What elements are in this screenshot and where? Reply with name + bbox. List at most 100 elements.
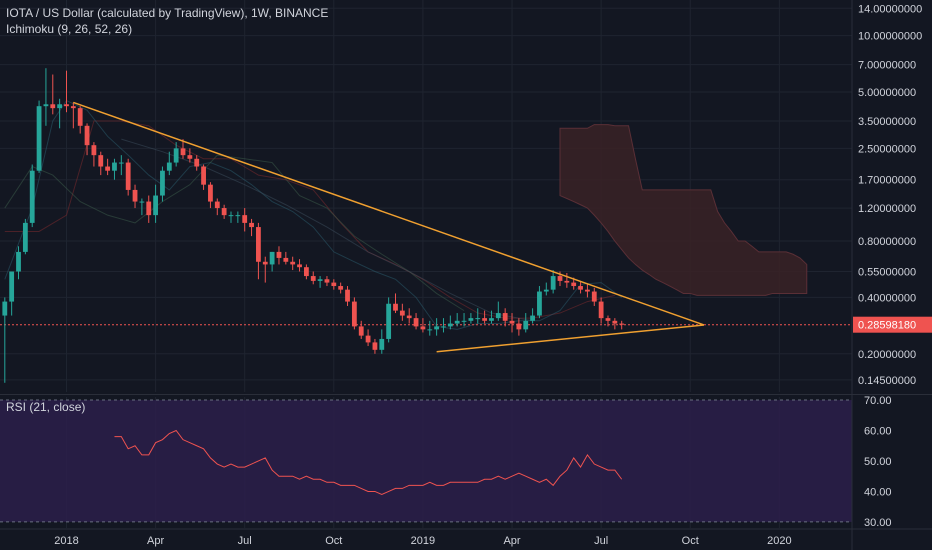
price-tick-label: 1.70000000 xyxy=(858,175,916,187)
candle xyxy=(2,301,8,316)
candle xyxy=(16,251,21,272)
time-tick-label: 2018 xyxy=(54,535,78,547)
candle xyxy=(523,320,529,330)
candle xyxy=(269,251,275,265)
candle xyxy=(166,162,172,171)
candle xyxy=(543,289,549,292)
candle xyxy=(132,189,138,202)
candle xyxy=(201,166,206,185)
candle xyxy=(537,291,542,316)
candle xyxy=(29,170,35,223)
price-tick-label: 0.14500000 xyxy=(858,375,916,387)
price-tick-label: 0.40000000 xyxy=(858,292,916,304)
candle xyxy=(283,257,289,262)
candle xyxy=(249,222,254,228)
time-tick-label: 2020 xyxy=(767,535,791,547)
price-tick-label: 1.20000000 xyxy=(858,203,916,215)
price-tick-label: 0.80000000 xyxy=(858,236,916,248)
time-tick-label: Oct xyxy=(325,535,342,547)
candle xyxy=(297,264,302,268)
candle xyxy=(564,280,570,283)
candle xyxy=(345,289,350,302)
candle xyxy=(386,303,392,339)
chart-title: IOTA / US Dollar (calculated by TradingV… xyxy=(6,6,329,20)
candle xyxy=(112,162,117,171)
rsi-tick-label: 70.00 xyxy=(864,395,892,407)
time-tick-label: Apr xyxy=(147,535,164,547)
candle xyxy=(173,148,179,163)
candle xyxy=(461,320,467,322)
time-tick-label: Jul xyxy=(238,535,252,547)
candle xyxy=(118,162,124,164)
candles xyxy=(2,68,625,383)
price-tick-label: 0.55000000 xyxy=(858,267,916,279)
candle xyxy=(509,320,515,324)
candle xyxy=(98,155,104,167)
candle xyxy=(22,222,28,252)
candle xyxy=(495,313,501,319)
candle xyxy=(482,318,488,321)
price-tick-label: 5.00000000 xyxy=(858,87,916,99)
rsi-legend[interactable]: RSI (21, close) xyxy=(6,400,86,414)
candle xyxy=(57,104,63,109)
candle xyxy=(434,326,440,330)
ichimoku-cloud xyxy=(559,124,808,296)
candle xyxy=(427,329,433,331)
candle xyxy=(139,201,145,203)
candle xyxy=(489,318,494,321)
current-price-label: 0.28598180 xyxy=(858,320,916,332)
rsi-tick-label: 30.00 xyxy=(864,517,892,529)
candle xyxy=(550,276,556,290)
ichimoku-lagging-span xyxy=(4,154,465,312)
candle xyxy=(441,326,446,328)
time-tick-label: Oct xyxy=(682,535,699,547)
rsi-tick-label: 60.00 xyxy=(864,426,892,438)
candle xyxy=(619,323,625,325)
candle xyxy=(365,335,371,343)
price-tick-label: 7.00000000 xyxy=(858,60,916,72)
candle xyxy=(372,342,378,350)
price-tick-label: 10.00000000 xyxy=(858,31,922,43)
candle xyxy=(420,326,426,330)
candle xyxy=(399,310,405,316)
ichimoku-legend[interactable]: Ichimoku (9, 26, 52, 26) xyxy=(6,22,133,36)
candle xyxy=(413,318,419,327)
ichimoku-base-line xyxy=(4,120,615,319)
candle xyxy=(91,145,97,156)
time-tick-label: Jul xyxy=(594,535,608,547)
candle xyxy=(351,301,357,327)
candle xyxy=(585,289,590,292)
candle xyxy=(557,276,563,281)
candle xyxy=(317,279,323,281)
candle xyxy=(153,195,158,216)
rsi-band xyxy=(0,400,852,522)
current-price-tag xyxy=(853,316,932,333)
rsi-tick-label: 50.00 xyxy=(864,456,892,468)
candle xyxy=(235,215,241,217)
candle xyxy=(331,282,337,287)
candle xyxy=(50,104,56,109)
candle xyxy=(214,201,220,209)
candle xyxy=(160,170,165,196)
candle xyxy=(303,267,309,277)
candle xyxy=(43,104,49,107)
candle xyxy=(180,148,186,156)
candle xyxy=(70,106,76,109)
candle xyxy=(77,108,83,126)
candle xyxy=(324,279,330,283)
candle xyxy=(256,227,261,262)
candle xyxy=(262,261,268,265)
candle xyxy=(338,286,344,290)
candle xyxy=(276,251,282,258)
candle xyxy=(447,323,453,327)
descending-trendline xyxy=(73,101,705,326)
candle xyxy=(502,313,508,321)
candle xyxy=(64,104,69,107)
candle xyxy=(612,320,618,324)
ascending-trendline xyxy=(436,324,705,353)
candle xyxy=(84,125,90,146)
rsi-line xyxy=(114,429,623,496)
candle xyxy=(221,208,227,216)
candle xyxy=(105,166,111,171)
